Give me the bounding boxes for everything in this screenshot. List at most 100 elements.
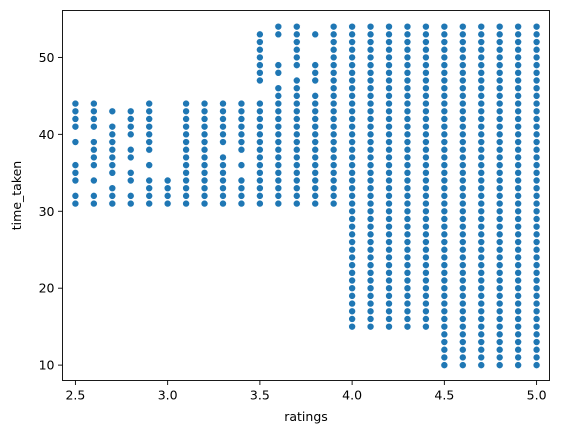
scatter-point: [458, 315, 467, 323]
scatter-point: [403, 245, 412, 254]
scatter-point: [495, 322, 504, 331]
scatter-point: [532, 61, 541, 69]
scatter-point: [292, 22, 301, 31]
scatter-point: [403, 45, 412, 54]
scatter-point: [145, 99, 153, 108]
scatter-point: [458, 153, 467, 162]
scatter-point: [458, 145, 467, 154]
scatter-point: [458, 269, 467, 277]
scatter-point: [90, 145, 98, 154]
scatter-point: [403, 53, 412, 62]
scatter-point: [422, 315, 430, 323]
scatter-point: [348, 215, 356, 223]
scatter-point: [458, 92, 467, 100]
scatter-point: [458, 322, 467, 331]
scatter-point: [514, 238, 522, 246]
scatter-point: [440, 145, 449, 154]
scatter-point: [329, 192, 338, 200]
scatter-point: [403, 130, 412, 139]
scatter-point: [458, 345, 467, 354]
scatter-point: [440, 322, 449, 331]
scatter-point: [514, 153, 522, 162]
scatter-point: [440, 161, 449, 169]
scatter-point: [385, 169, 393, 177]
scatter-point: [311, 61, 320, 69]
scatter-point: [126, 176, 135, 185]
scatter-point: [366, 192, 375, 200]
scatter-point: [348, 92, 356, 100]
scatter-point: [348, 253, 356, 262]
scatter-point: [71, 115, 80, 123]
scatter-point: [440, 22, 449, 31]
scatter-point: [514, 138, 522, 146]
scatter-point: [348, 199, 356, 208]
scatter-point: [440, 315, 449, 323]
plot-frame: [62, 10, 550, 381]
scatter-point: [366, 230, 375, 239]
scatter-point: [477, 184, 486, 192]
scatter-point: [274, 22, 283, 31]
scatter-point: [440, 292, 449, 300]
scatter-point: [403, 253, 412, 262]
scatter-point: [366, 107, 375, 116]
scatter-point: [477, 76, 486, 85]
scatter-point: [366, 199, 375, 208]
scatter-point: [108, 122, 117, 131]
scatter-point: [311, 76, 320, 85]
x-tick-label: 4.5: [434, 388, 454, 403]
scatter-point: [256, 169, 264, 177]
scatter-point: [329, 53, 338, 62]
scatter-point: [366, 284, 375, 292]
scatter-point: [329, 61, 338, 69]
scatter-point: [292, 99, 301, 108]
scatter-point: [108, 169, 117, 177]
scatter-point: [532, 215, 541, 223]
scatter-point: [440, 30, 449, 39]
scatter-point: [477, 169, 486, 177]
scatter-point: [532, 245, 541, 254]
scatter-point: [440, 199, 449, 208]
scatter-point: [495, 361, 504, 369]
scatter-point: [385, 92, 393, 100]
scatter-point: [200, 145, 209, 154]
scatter-point: [348, 138, 356, 146]
scatter-point: [219, 199, 227, 208]
scatter-point: [495, 107, 504, 116]
scatter-point: [108, 107, 117, 116]
scatter-point: [329, 161, 338, 169]
scatter-point: [495, 245, 504, 254]
scatter-point: [200, 169, 209, 177]
scatter-point: [348, 299, 356, 308]
scatter-point: [145, 122, 153, 131]
scatter-point: [458, 169, 467, 177]
scatter-point: [311, 153, 320, 162]
scatter-point: [71, 192, 80, 200]
scatter-point: [514, 92, 522, 100]
scatter-point: [256, 61, 264, 69]
scatter-point: [514, 307, 522, 316]
scatter-point: [292, 38, 301, 46]
scatter-point: [403, 192, 412, 200]
scatter-point: [495, 315, 504, 323]
scatter-point: [329, 122, 338, 131]
scatter-point: [90, 153, 98, 162]
scatter-point: [329, 99, 338, 108]
scatter-point: [182, 145, 190, 154]
scatter-point: [366, 61, 375, 69]
scatter-point: [311, 30, 320, 39]
scatter-point: [256, 138, 264, 146]
scatter-point: [108, 138, 117, 146]
scatter-point: [292, 92, 301, 100]
scatter-point: [440, 253, 449, 262]
scatter-point: [237, 115, 246, 123]
scatter-point: [440, 276, 449, 285]
scatter-point: [348, 207, 356, 216]
scatter-point: [532, 199, 541, 208]
scatter-point: [477, 107, 486, 116]
scatter-point: [477, 276, 486, 285]
scatter-point: [422, 107, 430, 116]
x-tick-label: 4.0: [342, 388, 362, 403]
scatter-point: [348, 284, 356, 292]
scatter-point: [329, 38, 338, 46]
scatter-point: [440, 76, 449, 85]
